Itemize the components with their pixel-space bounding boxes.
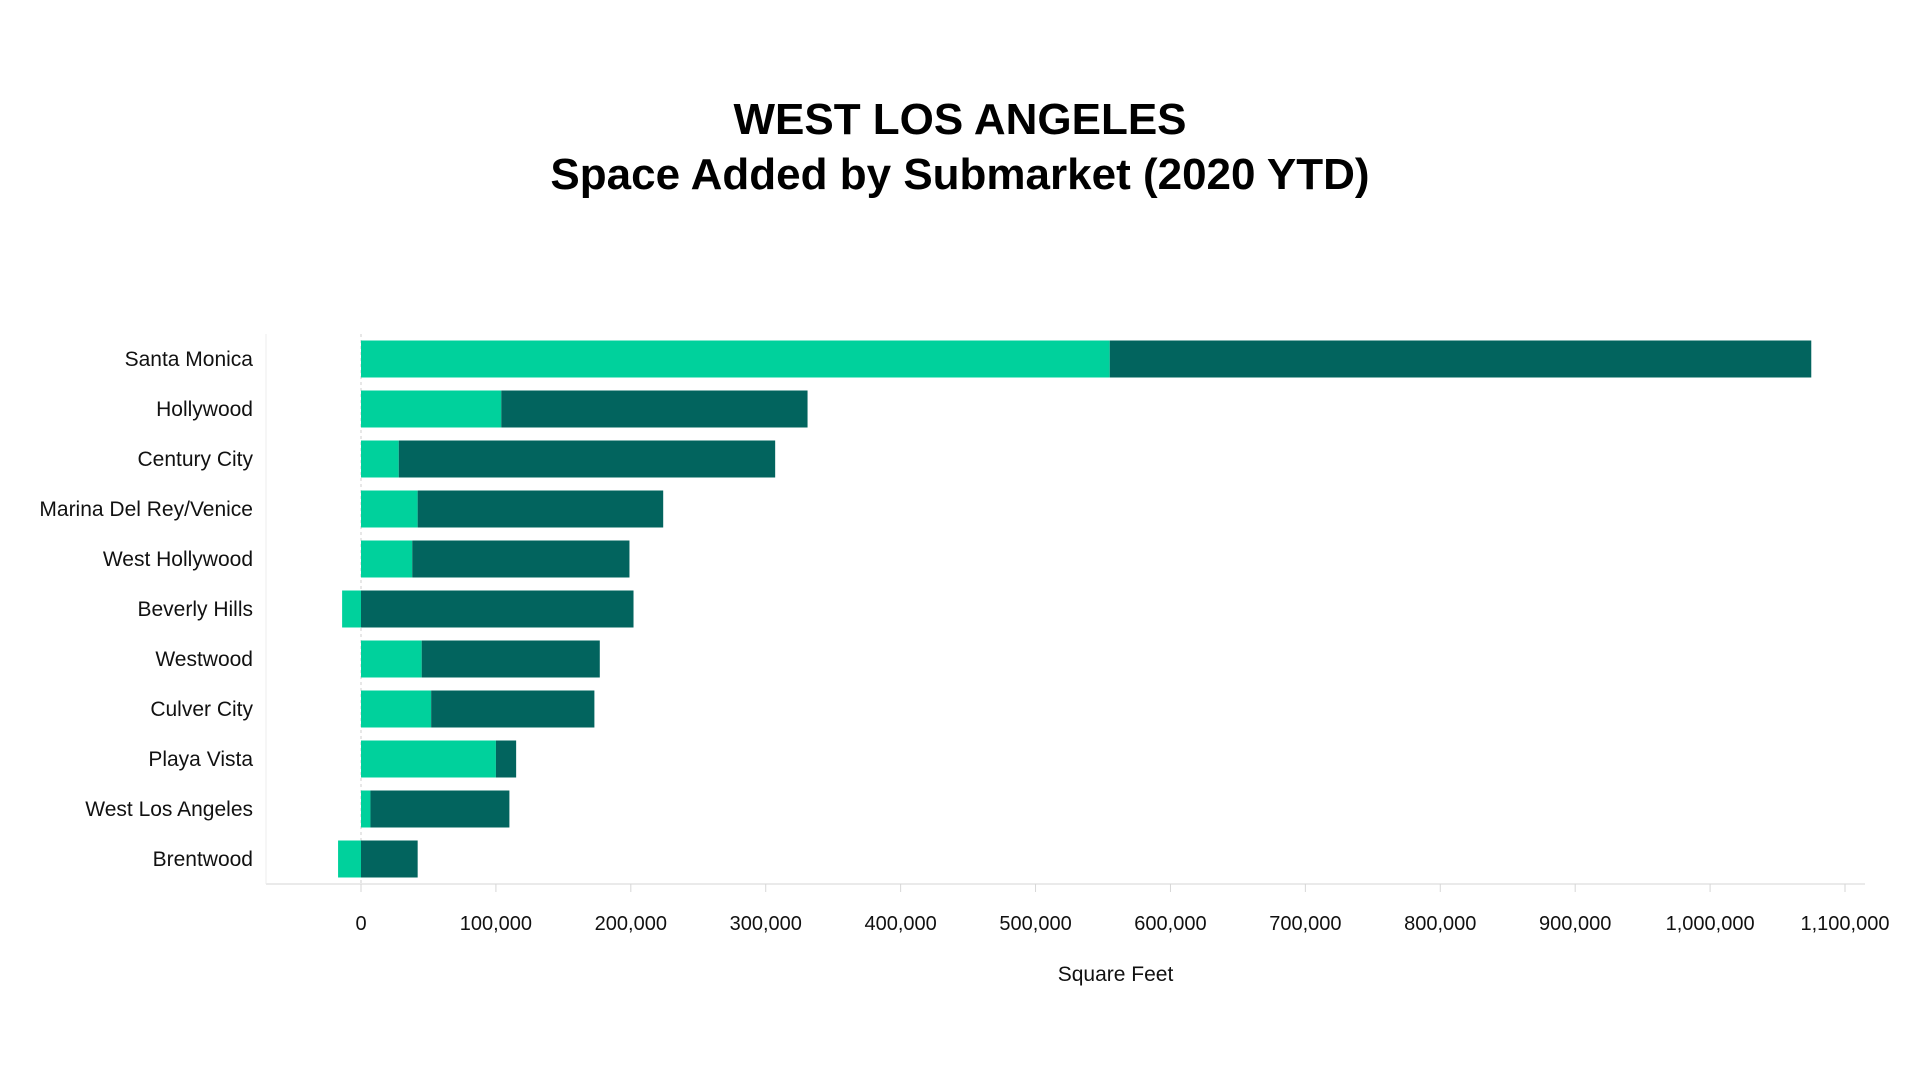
chart-title-block: WEST LOS ANGELES Space Added by Submarke… xyxy=(0,92,1920,202)
x-tick-label-9: 900,000 xyxy=(1539,913,1611,935)
bar-series-1-3 xyxy=(361,490,418,528)
x-tick-label-11: 1,100,000 xyxy=(1801,913,1890,935)
x-tick-label-6: 600,000 xyxy=(1134,913,1206,935)
bars xyxy=(338,340,1812,878)
x-tick-label-2: 200,000 xyxy=(595,913,667,935)
bar-series-1-8 xyxy=(361,740,496,778)
x-tick-label-3: 300,000 xyxy=(730,913,802,935)
bar-series-2-5 xyxy=(361,590,634,628)
x-tick-label-0: 0 xyxy=(355,913,366,935)
bar-series-2-4 xyxy=(412,540,630,578)
category-label-10: Brentwood xyxy=(153,848,253,871)
bar-series-2-6 xyxy=(421,640,600,678)
category-label-8: Playa Vista xyxy=(148,748,253,771)
category-label-2: Century City xyxy=(137,448,253,471)
category-label-3: Marina Del Rey/Venice xyxy=(39,498,253,521)
bar-series-1-0 xyxy=(361,340,1110,378)
bar-series-1-2 xyxy=(361,440,399,478)
x-tick-label-8: 800,000 xyxy=(1404,913,1476,935)
bar-series-1-1 xyxy=(361,390,502,428)
x-axis-title: Square Feet xyxy=(1058,963,1174,986)
category-label-4: West Hollywood xyxy=(103,548,253,571)
bar-series-1-7 xyxy=(361,690,432,728)
bar-series-2-1 xyxy=(501,390,808,428)
x-ticks: 0 100,000 200,000 300,000 400,000 500,000 600,… xyxy=(355,884,1889,935)
category-label-7: Culver City xyxy=(150,698,253,721)
x-tick-label-4: 400,000 xyxy=(864,913,936,935)
x-tick-label-1: 100,000 xyxy=(460,913,532,935)
category-label-6: Westwood xyxy=(155,648,253,671)
bar-series-1-5 xyxy=(342,590,361,628)
bar-series-1-4 xyxy=(361,540,413,578)
chart-subtitle: Space Added by Submarket (2020 YTD) xyxy=(550,150,1370,199)
bar-series-2-0 xyxy=(1109,340,1812,378)
category-label-1: Hollywood xyxy=(156,398,253,421)
x-tick-label-10: 1,000,000 xyxy=(1666,913,1755,935)
category-label-0: Santa Monica xyxy=(125,348,254,371)
bar-series-2-9 xyxy=(370,790,510,828)
x-tick-label-7: 700,000 xyxy=(1269,913,1341,935)
bar-series-1-6 xyxy=(361,640,422,678)
bar-series-2-2 xyxy=(398,440,776,478)
bar-series-2-10 xyxy=(361,840,418,878)
bar-series-2-7 xyxy=(431,690,595,728)
bar-series-2-3 xyxy=(417,490,664,528)
bar-series-2-8 xyxy=(495,740,517,778)
chart-title: WEST LOS ANGELES xyxy=(733,95,1187,144)
bar-series-1-9 xyxy=(361,790,371,828)
category-label-9: West Los Angeles xyxy=(85,798,253,821)
x-tick-label-5: 500,000 xyxy=(999,913,1071,935)
bar-series-1-10 xyxy=(338,840,361,878)
category-labels: Santa Monica Hollywood Century City Marina … xyxy=(39,348,253,871)
category-label-5: Beverly Hills xyxy=(137,598,253,621)
